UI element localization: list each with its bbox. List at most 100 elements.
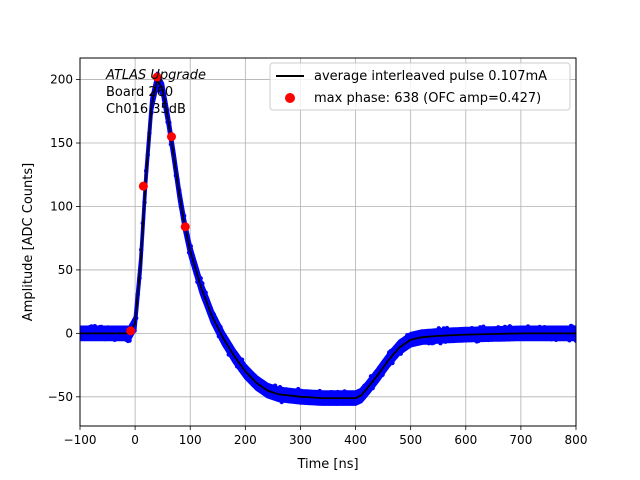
x-tick-label: 200 xyxy=(234,433,257,447)
measurement-point xyxy=(127,338,132,343)
x-tick-label: 100 xyxy=(179,433,202,447)
measurement-point xyxy=(537,324,542,330)
measurement-point xyxy=(104,335,109,341)
measurement-point xyxy=(476,338,481,344)
measurement-point xyxy=(378,363,384,368)
measurement-point xyxy=(334,401,339,406)
measurement-point xyxy=(226,352,231,357)
measurement-point xyxy=(271,393,276,398)
measurement-point xyxy=(444,325,450,331)
x-tick-label: 700 xyxy=(509,433,532,447)
average-pulse-line xyxy=(80,78,576,400)
annotation: ATLAS Upgrade Board 260 Ch016 35dB xyxy=(105,68,206,117)
measurement-point xyxy=(342,389,347,394)
measurement-point xyxy=(120,333,126,339)
measurement-point xyxy=(345,399,351,404)
x-tick-label: 600 xyxy=(454,433,477,447)
measurement-point xyxy=(410,341,415,346)
x-tick-label: 800 xyxy=(565,433,588,447)
measurement-point xyxy=(552,325,557,330)
noise-band xyxy=(80,71,576,406)
measurement-point xyxy=(504,325,509,330)
measurement-point xyxy=(249,371,255,376)
measurement-point xyxy=(398,351,403,356)
measurement-point xyxy=(100,328,106,333)
measurement-point xyxy=(418,339,423,344)
measurement-point xyxy=(496,325,501,330)
legend-box xyxy=(269,62,571,111)
max-phase-point xyxy=(138,181,148,191)
x-tick-label: 500 xyxy=(399,433,422,447)
measurement-point xyxy=(573,338,576,343)
measurement-point xyxy=(81,335,86,340)
measurement-point xyxy=(481,324,486,329)
y-tick-label: 0 xyxy=(65,326,73,340)
measurement-point xyxy=(388,348,394,354)
measurement-point xyxy=(491,328,496,334)
annotation-line-2: Board 260 xyxy=(106,85,173,100)
measurement-point xyxy=(469,325,475,331)
measurement-point xyxy=(370,385,375,391)
measurement-point xyxy=(550,329,556,334)
measurement-point xyxy=(443,339,448,344)
measurement-point xyxy=(109,326,114,332)
measurement-point xyxy=(423,331,428,337)
measurement-point xyxy=(251,381,256,387)
max-phase-point xyxy=(180,222,190,232)
measurement-point xyxy=(403,345,408,350)
measurement-point xyxy=(218,324,223,330)
measurement-point xyxy=(425,337,430,342)
legend-marker-swatch xyxy=(285,93,295,103)
plot-frame xyxy=(79,57,577,427)
measurement-point xyxy=(317,388,322,394)
measurement-point xyxy=(436,326,441,331)
measurement-point xyxy=(451,338,456,344)
measurement-point xyxy=(223,344,228,350)
measurement-point xyxy=(499,334,504,339)
measurement-point xyxy=(456,335,461,340)
measurement-point xyxy=(347,390,352,396)
measurement-point xyxy=(216,333,222,339)
measurement-point xyxy=(471,336,476,341)
annotation-line-3: Ch016 35dB xyxy=(106,102,186,117)
measurement-point xyxy=(375,377,380,382)
measurement-point xyxy=(291,396,296,401)
axis-ticks: −100 0 100 200 300 400 500 600 700 800 −50 0 50 100 15… xyxy=(48,73,588,447)
annotation-line-1: ATLAS Upgrade xyxy=(105,68,206,83)
measurement-point xyxy=(203,290,208,295)
plot-area xyxy=(80,71,576,406)
measurement-point xyxy=(115,334,121,339)
measurement-point xyxy=(287,399,293,404)
x-tick-label: −100 xyxy=(64,433,97,447)
measurement-point xyxy=(310,397,316,403)
measurement-point xyxy=(80,325,84,331)
max-phase-point xyxy=(126,326,136,336)
measurement-point xyxy=(234,364,240,369)
measurement-point xyxy=(309,390,314,395)
max-phase-point xyxy=(152,72,162,82)
measurement-point xyxy=(509,325,514,331)
y-tick-label: 100 xyxy=(50,199,73,213)
x-axis-label: Time [ns] xyxy=(296,457,358,472)
measurement-point xyxy=(112,337,117,342)
measurement-point xyxy=(259,379,265,384)
measurement-point xyxy=(238,367,243,372)
measurement-point xyxy=(325,393,331,398)
measurement-point xyxy=(335,389,341,395)
measurement-point xyxy=(557,325,562,331)
y-tick-label: −50 xyxy=(48,390,73,404)
measurement-point xyxy=(570,324,575,329)
measurement-point xyxy=(82,325,88,331)
measurement-point xyxy=(542,324,547,330)
measurement-point xyxy=(431,340,437,345)
measurement-point xyxy=(200,281,205,286)
measurement-point xyxy=(547,333,552,338)
measurement-point xyxy=(277,385,283,390)
measurement-point xyxy=(438,341,443,346)
measurement-point xyxy=(567,338,572,343)
x-tick-label: 300 xyxy=(289,433,312,447)
measurement-point xyxy=(525,324,531,329)
measurement-point xyxy=(320,392,326,398)
measurement-point xyxy=(357,390,362,395)
y-axis-label: Amplitude [ADC Counts] xyxy=(21,163,36,321)
